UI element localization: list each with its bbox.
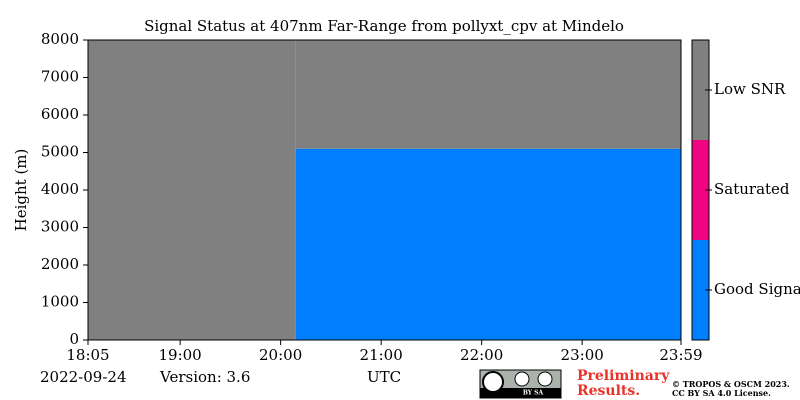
colorbar-cell (692, 40, 709, 140)
x-tick-label: 23:59 (659, 346, 702, 364)
y-tick-label: 4000 (41, 180, 79, 198)
x-tick-label: 19:00 (159, 346, 202, 364)
legend-label: Saturated (714, 180, 790, 198)
date: 2022-09-24 (40, 368, 126, 386)
x-axis-label: UTC (367, 368, 401, 386)
copyright: © TROPOS & OSCM 2023. (672, 379, 790, 389)
status-block (295, 40, 681, 149)
y-axis-label: Height (m) (12, 149, 30, 232)
x-tick-label: 23:00 (561, 346, 604, 364)
chart-title: Signal Status at 407nm Far-Range from po… (144, 17, 624, 35)
y-tick-label: 2000 (41, 255, 79, 273)
y-tick-label: 1000 (41, 293, 79, 311)
y-tick-label: 3000 (41, 218, 79, 236)
y-tick-label: 7000 (41, 68, 79, 86)
x-tick-label: 22:00 (460, 346, 503, 364)
legend-label: Low SNR (714, 80, 786, 98)
badge-text: BY SA (523, 390, 544, 397)
legend-label: Good Signal (714, 280, 800, 298)
colorbar-frame (691, 39, 710, 341)
preliminary: Preliminary (577, 368, 670, 384)
status-block (88, 40, 296, 340)
cc-badge: BY SA (479, 369, 562, 399)
preliminary: Results. (577, 383, 640, 399)
x-tick-label: 18:05 (66, 346, 109, 364)
y-tick-label: 6000 (41, 105, 79, 123)
colorbar-cell (692, 140, 709, 240)
status-block (295, 148, 681, 340)
copyright: CC BY SA 4.0 License. (672, 388, 771, 398)
colorbar-cell (692, 240, 709, 340)
y-tick-label: 8000 (41, 30, 79, 48)
y-tick-label: 0 (69, 330, 79, 348)
version: Version: 3.6 (159, 368, 250, 386)
x-tick-label: 20:00 (259, 346, 302, 364)
y-tick-label: 5000 (41, 143, 79, 161)
x-tick-label: 21:00 (360, 346, 403, 364)
